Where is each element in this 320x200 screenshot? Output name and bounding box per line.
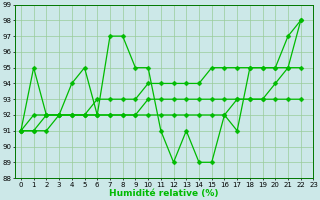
X-axis label: Humidité relative (%): Humidité relative (%) — [109, 189, 219, 198]
